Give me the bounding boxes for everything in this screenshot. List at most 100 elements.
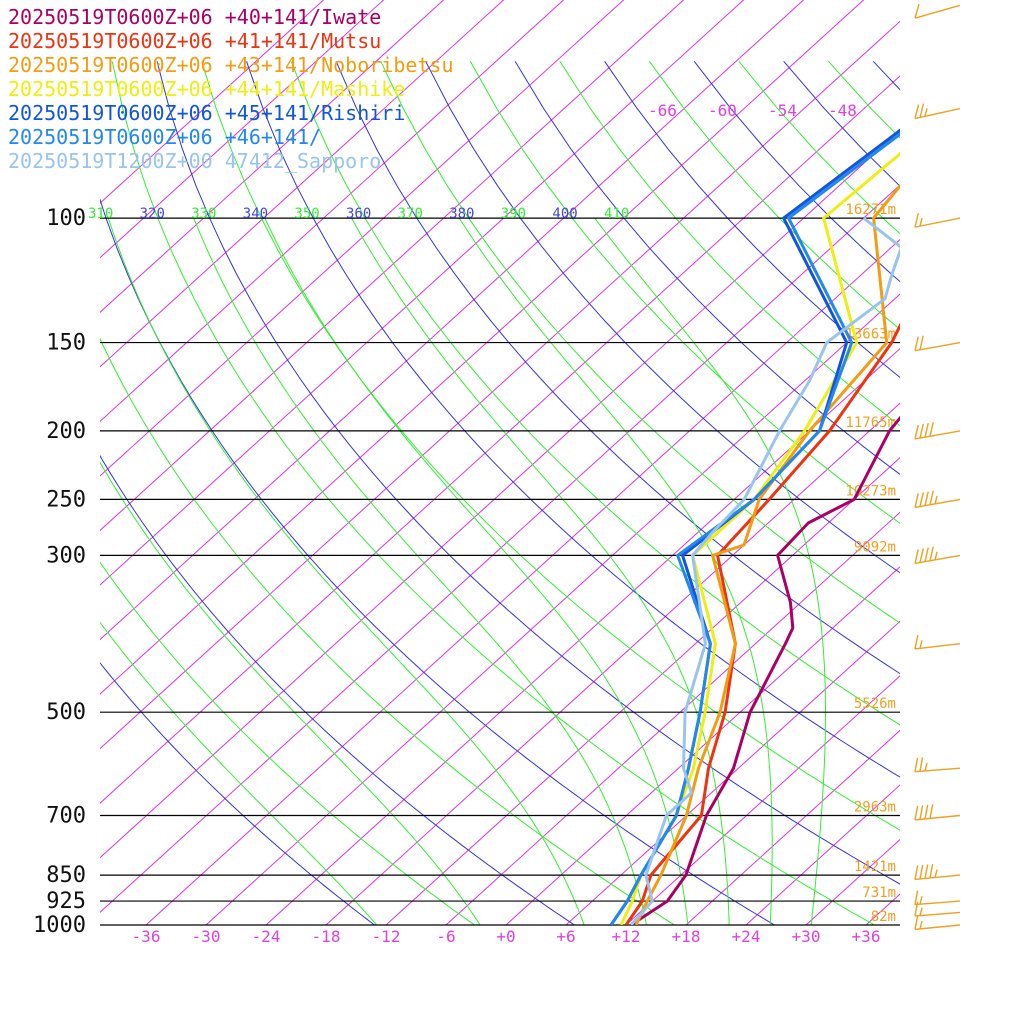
barb-staff (914, 814, 961, 821)
barb-flag (914, 336, 919, 351)
height-label: 731m (862, 885, 896, 901)
dry-adiabat-line (100, 198, 776, 925)
barb-flag (914, 424, 919, 440)
barb-staff (914, 107, 961, 120)
temperature-tick-label: +18 (672, 927, 701, 946)
theta-label: 320 (140, 206, 165, 222)
isotherm-line (565, 620, 900, 925)
isotherm-line (100, 0, 385, 259)
top-temperature-label: -66 (648, 101, 677, 120)
sounding-line (624, 322, 900, 925)
barb-flag (924, 547, 929, 562)
barb-flag (914, 634, 919, 650)
top-temperature-label: -60 (708, 101, 737, 120)
isotherm-line (926, 0, 1024, 925)
height-label: 16271m (845, 202, 896, 218)
barb-half-flag (919, 896, 923, 905)
pressure-tick-label: 1000 (33, 913, 86, 938)
wind-barb (914, 422, 961, 440)
height-label: 2963m (854, 800, 896, 816)
barb-flag (919, 492, 924, 507)
wind-barb (914, 634, 961, 650)
wind-barb (914, 757, 961, 773)
pressure-tick-label: 925 (46, 889, 86, 914)
legend-entry: 20250519T0600Z+06 +41+141/Mutsu (8, 29, 381, 53)
temperature-tick-label: +0 (496, 927, 515, 946)
pressure-tick-label: 500 (46, 700, 86, 725)
temperature-tick-label: -18 (312, 927, 341, 946)
barb-flag (914, 805, 919, 821)
theta-line (100, 337, 676, 925)
barb-flag (919, 335, 924, 350)
barb-half-flag (919, 217, 923, 227)
theta-line (100, 561, 476, 925)
temperature-tick-label: +6 (556, 927, 575, 946)
sounding-line (630, 415, 900, 925)
dry-adiabat-line (246, 61, 900, 778)
barb-staff (914, 430, 961, 440)
barb-staff (914, 341, 961, 352)
barb-flag (914, 4, 920, 19)
legend: 20250519T0600Z+06 +40+141/Iwate20250519T… (8, 5, 454, 173)
moist-adiabat-lines (100, 60, 900, 925)
moist-adiabat-line (193, 217, 648, 925)
temperature-tick-label: -24 (252, 927, 281, 946)
barb-staff (914, 498, 961, 509)
barb-flag (914, 890, 919, 905)
temperature-tick-label: +36 (852, 927, 881, 946)
theta-label: 340 (243, 206, 268, 222)
wind-barbs (914, 4, 961, 931)
dry-adiabat-line (425, 61, 900, 574)
isotherm-line (445, 511, 900, 925)
barb-staff (914, 643, 961, 650)
isotherm-line (100, 0, 325, 204)
legend-entry: 20250519T1200Z+00 47412_Sapporo (8, 149, 381, 173)
moist-adiabat-line (107, 217, 585, 925)
top-temperature-label: -48 (828, 101, 857, 120)
isotherm-line (100, 0, 565, 423)
barb-half-flag (919, 920, 923, 930)
barb-staff (914, 4, 961, 19)
barb-flag (924, 804, 929, 820)
dry-adiabat-line (335, 61, 900, 675)
wind-barb (914, 546, 961, 565)
barb-half-flag (919, 640, 923, 649)
isotherm-line (385, 457, 900, 925)
legend-entry: 20250519T0600Z+06 +45+141/Rishiri (8, 101, 405, 125)
legend-entry: 20250519T0600Z+06 +43+141/Noboribetsu (8, 53, 454, 77)
barb-flag (914, 915, 919, 930)
theta-line (290, 61, 900, 726)
wind-barb (914, 890, 961, 906)
barb-half-flag (934, 551, 938, 561)
theta-label: 350 (294, 206, 319, 222)
barb-half-flag (924, 108, 928, 117)
sounding-line (609, 132, 900, 925)
barb-flag (919, 423, 924, 439)
wind-barb (914, 103, 961, 120)
barb-staff (914, 924, 961, 931)
height-label: 13663m (845, 327, 896, 343)
temperature-tick-label: -30 (192, 927, 221, 946)
theta-line (469, 61, 900, 524)
isotherm-line (100, 0, 505, 368)
sounding-line (634, 183, 900, 925)
theta-label: 330 (191, 206, 216, 222)
moist-adiabat-line (458, 217, 773, 925)
isotherm-line (625, 675, 900, 925)
barb-flag (914, 865, 919, 880)
theta-label: 370 (398, 206, 423, 222)
barb-flag (914, 212, 920, 228)
dry-adiabat-lines (100, 60, 900, 925)
pressure-tick-label: 150 (46, 331, 86, 356)
barb-flag (929, 422, 934, 437)
wind-barb (914, 4, 961, 19)
barb-half-flag (919, 907, 923, 916)
barb-flag (919, 864, 924, 880)
barb-flag (914, 757, 919, 772)
top-temperature-label: -54 (768, 101, 797, 120)
theta-line (380, 61, 900, 624)
moist-adiabat-line (100, 461, 481, 925)
barb-flag (929, 490, 934, 505)
